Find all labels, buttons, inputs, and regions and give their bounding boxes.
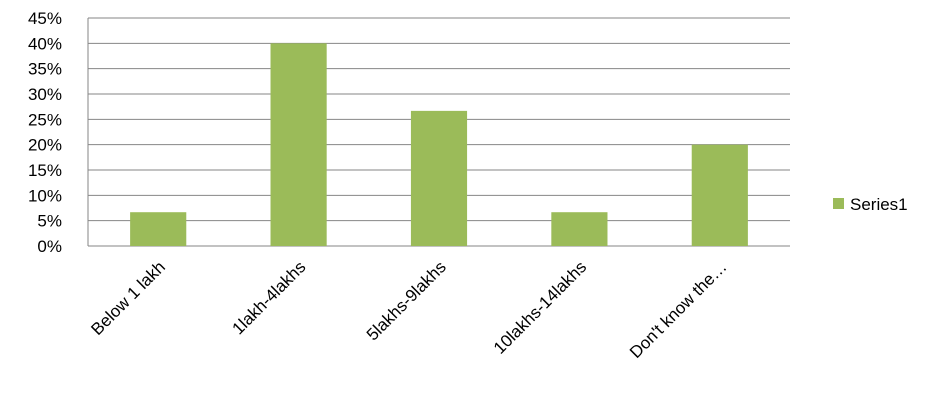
x-category-label: 1lakh-4lakhs xyxy=(228,257,309,338)
x-category-label: Below 1 lakh xyxy=(87,257,169,339)
bar xyxy=(691,144,748,246)
x-axis-category-labels: Below 1 lakh 1lakh-4lakhs 5lakhs-9lakhs 10l… xyxy=(87,257,730,362)
y-tick-label: 0% xyxy=(37,237,62,256)
bar-series xyxy=(130,43,748,247)
bar xyxy=(130,212,187,246)
y-tick-label: 35% xyxy=(28,60,62,79)
x-category-label: 10lakhs-14lakhs xyxy=(490,257,590,357)
x-category-label: 5lakhs-9lakhs xyxy=(363,257,450,344)
y-tick-label: 30% xyxy=(28,85,62,104)
y-tick-label: 20% xyxy=(28,136,62,155)
y-tick-label: 5% xyxy=(37,212,62,231)
legend-label: Series1 xyxy=(850,195,908,214)
y-tick-label: 10% xyxy=(28,186,62,205)
bar xyxy=(551,212,608,246)
bar xyxy=(270,43,327,247)
legend: Series1 xyxy=(833,195,908,214)
x-category-label: Don't know the… xyxy=(626,257,731,362)
bar xyxy=(410,110,468,246)
y-tick-label: 25% xyxy=(28,110,62,129)
legend-swatch xyxy=(833,198,844,209)
y-tick-label: 15% xyxy=(28,161,62,180)
y-tick-label: 45% xyxy=(28,9,62,28)
y-axis-tick-labels: 0% 5% 10% 15% 20% 25% 30% 35% 40% 45% xyxy=(28,9,62,256)
y-tick-label: 40% xyxy=(28,34,62,53)
